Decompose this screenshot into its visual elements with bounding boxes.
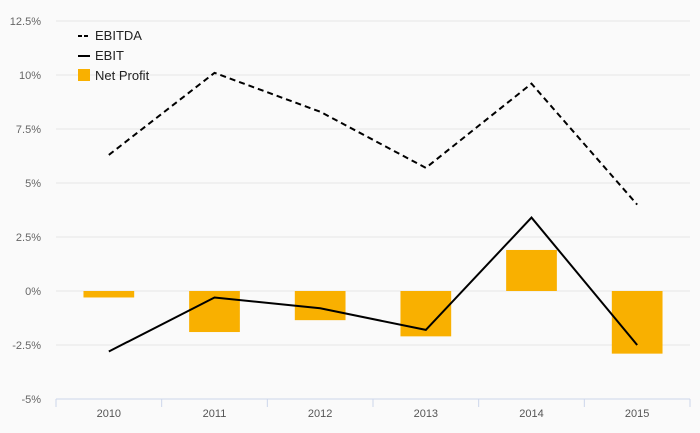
x-tick-label: 2012 — [308, 408, 332, 420]
net-profit-bar[interactable] — [506, 249, 557, 291]
y-tick-label: 12.5% — [10, 16, 41, 28]
y-tick-label: -5% — [21, 394, 41, 406]
grid-lines — [56, 20, 690, 346]
x-tick-label: 2014 — [519, 408, 543, 420]
x-tick-label: 2015 — [625, 408, 649, 420]
x-tick-label: 2013 — [414, 408, 438, 420]
y-tick-label: 5% — [25, 178, 41, 190]
y-tick-label: -2.5% — [12, 340, 41, 352]
line-series — [108, 71, 638, 353]
y-tick-label: 2.5% — [16, 232, 41, 244]
legend-label-net-profit: Net Profit — [95, 68, 150, 83]
x-tick-label: 2010 — [97, 408, 121, 420]
legend-label-ebit: EBIT — [95, 48, 124, 63]
y-axis-ticks: -5% -2.5% 0% 2.5% 5% 7.5% 10% 12.5% — [10, 16, 41, 406]
net-profit-bar[interactable] — [83, 291, 135, 298]
x-tick-label: 2011 — [203, 408, 227, 420]
ebit-line[interactable] — [108, 216, 638, 353]
legend-symbol-net-profit — [78, 69, 90, 81]
legend: EBITDA EBIT Net Profit — [78, 28, 150, 83]
x-axis-ticks: 2010 2011 2012 2013 2014 2015 — [55, 399, 691, 420]
net-profit-bar[interactable] — [611, 291, 663, 354]
y-tick-label: 10% — [19, 70, 41, 82]
legend-item-net-profit[interactable]: Net Profit — [78, 68, 150, 83]
y-tick-label: 7.5% — [16, 124, 41, 136]
legend-label-ebitda: EBITDA — [95, 28, 142, 43]
net-profit-bars — [83, 249, 663, 354]
legend-item-ebit[interactable]: EBIT — [78, 48, 124, 63]
ebitda-line[interactable] — [108, 71, 638, 206]
legend-item-ebitda[interactable]: EBITDA — [78, 28, 142, 43]
y-tick-label: 0% — [25, 286, 41, 298]
